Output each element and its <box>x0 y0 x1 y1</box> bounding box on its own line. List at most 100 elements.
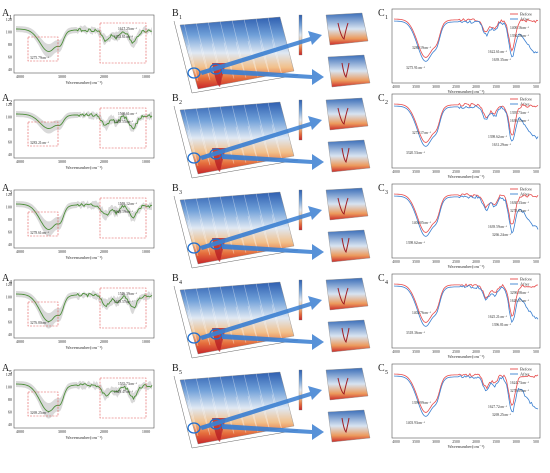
a-ytick-label: 80 <box>8 42 12 47</box>
c-xlabel: Wavenumber(cm⁻¹) <box>448 444 485 449</box>
c-xtick-label: 4000 <box>392 170 400 174</box>
c-xtick-label: 3000 <box>432 260 440 264</box>
b-inset-amide-dip <box>341 147 350 163</box>
b-arrow-upper <box>200 31 322 75</box>
b-inset-oh-dip <box>337 287 349 305</box>
panel-a-label: A <box>2 8 10 19</box>
c-peak-label: 1625.21cm⁻¹ <box>488 315 507 319</box>
c-xtick-label: 500 <box>533 350 539 354</box>
a-xtick-label: 4000 <box>16 429 24 434</box>
panel-a-label: A <box>2 363 10 374</box>
a-mean-spectrum <box>15 383 153 412</box>
c-peak-label: 3279.69cm⁻¹ <box>510 389 529 393</box>
c-xtick-label: 4000 <box>392 85 400 89</box>
a-mean-spectrum <box>16 28 153 52</box>
b-inset-amide-dip <box>341 62 350 78</box>
a-ytick-label: 40 <box>8 67 12 72</box>
c-peak-label: 1631.29cm⁻¹ <box>492 143 511 147</box>
c-peak-label: 3275.17cm⁻¹ <box>412 131 431 135</box>
b-surface-ridge <box>183 197 199 257</box>
a-ytick-label: 100 <box>6 115 12 120</box>
b-surface-ridge <box>183 107 199 167</box>
a-xtick-label: 2000 <box>100 74 108 79</box>
b-surface-ridge <box>183 377 199 437</box>
a-peak-label: 3283.21cm⁻¹ <box>30 141 49 145</box>
c-peak-label: 3280.19cm⁻¹ <box>412 46 431 50</box>
a-xtick-label: 2000 <box>100 159 108 164</box>
c-xtick-label: 1500 <box>492 260 500 264</box>
panel-b-sublabel: 1 <box>179 15 182 21</box>
a-ytick-label: 60 <box>8 230 12 235</box>
panel-c-sublabel: 4 <box>385 280 388 286</box>
b-circle-oh <box>187 242 201 254</box>
c-xtick-label: 2000 <box>472 260 480 264</box>
a-range-band <box>16 110 152 134</box>
c-xtick-label: 1500 <box>492 440 500 444</box>
a-xtick-label: 2000 <box>100 339 108 344</box>
c-xtick-label: 2500 <box>452 85 460 89</box>
c-xtick-label: 3500 <box>412 170 420 174</box>
c-legend-before-label: Before <box>520 12 532 17</box>
b-inset-amide <box>327 229 371 263</box>
b-inset-oh-dip <box>337 377 349 395</box>
c-xtick-label: 1000 <box>512 440 520 444</box>
panel-b-label: B <box>172 8 179 19</box>
panel-a-sublabel: 3 <box>9 190 12 196</box>
a-peak-label: 1629.59cm⁻¹ <box>114 210 133 214</box>
a-xtick-label: 3000 <box>58 74 66 79</box>
panel-c-label: C <box>378 183 385 194</box>
c-xtick-label: 1500 <box>492 170 500 174</box>
a-peak-label: 1639.55cm⁻¹ <box>114 120 133 124</box>
c-xtick-label: 2000 <box>472 350 480 354</box>
b-circle-oh <box>187 422 201 434</box>
panel-c-sublabel: 5 <box>385 370 388 376</box>
b-surface-ridge <box>243 193 259 253</box>
a-ytick-label: 120 <box>6 17 12 22</box>
c-peak-label: 3278.63cm⁻¹ <box>510 209 529 213</box>
a-highlight-box-fingerprint <box>99 107 147 149</box>
c-peak-label: 3290.08cm⁻¹ <box>510 291 529 295</box>
panel-c-sublabel: 3 <box>385 190 388 196</box>
b-axis-frame <box>173 105 299 179</box>
a-xlabel: Wavenumber(cm⁻¹) <box>66 435 103 440</box>
c-peak-label: 1403.93cm⁻¹ <box>406 421 425 425</box>
a-xtick-label: 4000 <box>16 339 24 344</box>
b-arrow-upper <box>200 116 322 160</box>
c-legend-after-label: After <box>520 282 530 287</box>
c-xtick-label: 3500 <box>412 350 420 354</box>
c-xtick-label: 3500 <box>412 260 420 264</box>
c-after-spectrum <box>393 105 539 147</box>
a-peak-label: 3269.25cm⁻¹ <box>30 411 49 415</box>
b-surface-ridge <box>243 373 259 433</box>
b-axis-frame <box>173 20 299 94</box>
c-legend-after-label: After <box>520 372 530 377</box>
a-peak-label: 3276.80cm⁻¹ <box>30 321 49 325</box>
b-surface-ridge <box>195 287 211 346</box>
a-range-band <box>16 290 152 329</box>
panel-b-label: B <box>172 183 179 194</box>
a-highlight-box-oh <box>27 391 59 417</box>
a-xtick-label: 3000 <box>58 159 66 164</box>
b-arrow-upper <box>200 206 322 250</box>
c-xtick-label: 2000 <box>472 85 480 89</box>
b-arrow-lower <box>222 244 324 260</box>
a-xtick-label: 2000 <box>100 429 108 434</box>
c-legend-after-label: After <box>520 17 530 22</box>
b-surface-ridge <box>195 22 211 81</box>
a-ytick-label: 80 <box>8 307 12 312</box>
a-highlight-box-fingerprint <box>99 377 147 419</box>
c-after-spectrum <box>393 194 539 237</box>
c-peak-label: 1396.81cm⁻¹ <box>492 323 511 327</box>
c-peak-label: 3269.25cm⁻¹ <box>492 413 511 417</box>
b-colorbar <box>298 189 303 231</box>
a-xtick-label: 1000 <box>142 339 150 344</box>
c-peak-label: 3318.36cm⁻¹ <box>406 331 425 335</box>
c-xtick-label: 3000 <box>432 170 440 174</box>
a-xtick-label: 1000 <box>142 249 150 254</box>
b-surface-ridge <box>195 377 211 436</box>
